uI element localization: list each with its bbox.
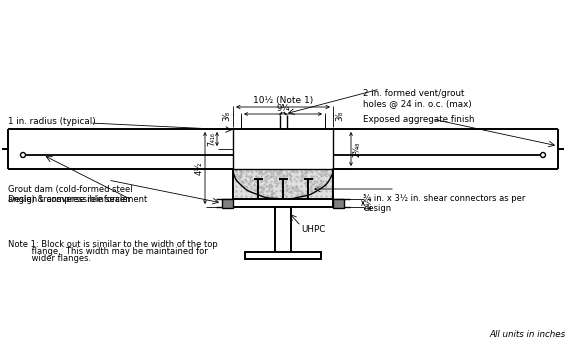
Bar: [333, 129, 558, 169]
Bar: [8, 129, 233, 169]
Bar: [233, 199, 333, 207]
Text: All units in inches: All units in inches: [490, 330, 566, 339]
Text: wider flanges.: wider flanges.: [8, 254, 91, 263]
Text: Grout dam (cold-formed steel
angle) & compressible sealer: Grout dam (cold-formed steel angle) & co…: [8, 185, 133, 204]
Text: ¾ in. x 3½ in. shear connectors as per
design: ¾ in. x 3½ in. shear connectors as per d…: [363, 194, 525, 213]
Text: 7₄₁₆: 7₄₁₆: [207, 132, 216, 146]
Circle shape: [21, 152, 25, 158]
Text: 3⁄₈: 3⁄₈: [335, 111, 344, 121]
Polygon shape: [233, 169, 333, 199]
Bar: [333, 198, 344, 208]
Text: Design transverse reinforcement: Design transverse reinforcement: [8, 195, 148, 203]
Text: 9¾: 9¾: [276, 103, 290, 112]
Bar: [245, 252, 321, 259]
Bar: [275, 207, 291, 252]
Text: Note 1: Block out is similar to the width of the top: Note 1: Block out is similar to the widt…: [8, 240, 218, 249]
Text: 2¾₈: 2¾₈: [352, 141, 361, 156]
Bar: [222, 198, 233, 208]
Text: UHPC: UHPC: [301, 225, 325, 234]
Text: 4½: 4½: [195, 161, 204, 175]
Text: 10½ (Note 1): 10½ (Note 1): [253, 96, 313, 105]
Text: Exposed aggregate finish: Exposed aggregate finish: [363, 115, 475, 124]
Text: 1½: 1½: [364, 196, 373, 210]
Text: 3⁄₈: 3⁄₈: [222, 111, 231, 121]
Text: flange.  This width may be maintained for: flange. This width may be maintained for: [8, 247, 208, 256]
Text: 1 in. radius (typical): 1 in. radius (typical): [8, 117, 96, 126]
Text: 2 in. formed vent/grout
holes @ 24 in. o.c. (max): 2 in. formed vent/grout holes @ 24 in. o…: [363, 89, 472, 108]
Circle shape: [541, 152, 545, 158]
Bar: [233, 169, 333, 199]
